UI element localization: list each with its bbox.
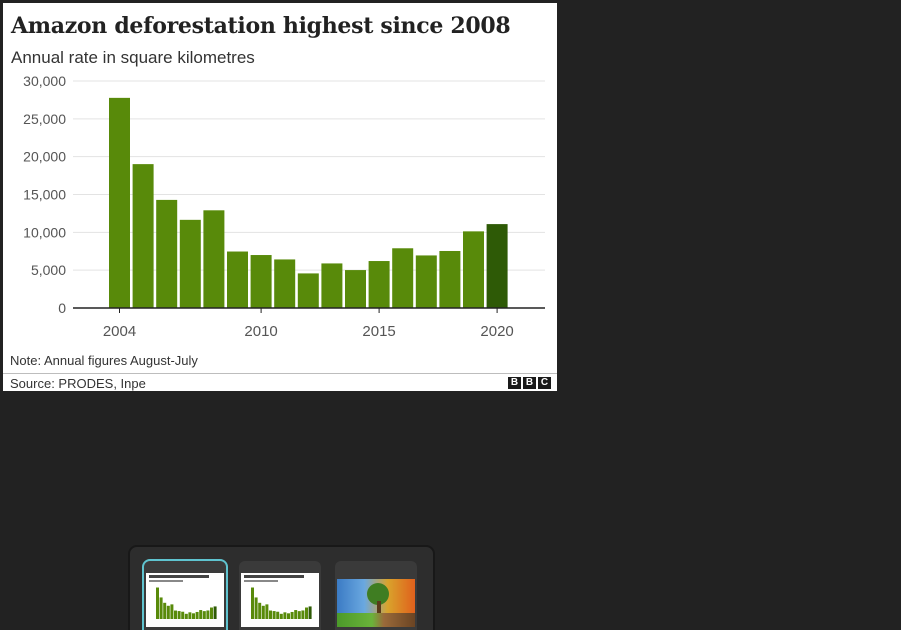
x-tick-label: 2015 bbox=[362, 323, 395, 340]
x-tick-label: 2010 bbox=[244, 323, 277, 340]
bar bbox=[179, 219, 201, 308]
thumbnail-bar bbox=[251, 587, 254, 619]
bar bbox=[321, 263, 343, 308]
chart-source: Source: PRODES, Inpe bbox=[10, 376, 146, 391]
thumbnail-bar bbox=[184, 613, 188, 619]
y-tick-label: 25,000 bbox=[23, 111, 66, 127]
thumbnail-bar bbox=[297, 611, 301, 619]
thumbnail-bar bbox=[254, 597, 258, 619]
thumbnail-bar bbox=[294, 610, 298, 619]
thumbnail-bar bbox=[308, 606, 312, 619]
thumbnail-bar bbox=[290, 611, 294, 619]
bar bbox=[109, 97, 130, 308]
thumbnail-bar bbox=[265, 604, 269, 619]
y-tick-label: 15,000 bbox=[23, 187, 66, 203]
thumbnail-chart-2[interactable] bbox=[239, 561, 321, 630]
bar-chart: 0 5,000 10,000 15,000 20,000 25,000 30,000 2004… bbox=[23, 73, 545, 340]
thumbnail-bar bbox=[156, 587, 159, 619]
bar bbox=[203, 210, 225, 308]
source-divider bbox=[3, 373, 557, 374]
thumbnail-bar bbox=[202, 611, 206, 619]
bar bbox=[250, 255, 272, 308]
bar bbox=[415, 255, 437, 308]
thumbnail-bar bbox=[181, 611, 185, 619]
thumbnail-bar bbox=[188, 612, 192, 619]
thumbnail-bar bbox=[163, 602, 167, 619]
thumbnail-preview bbox=[146, 573, 224, 627]
thumbnail-bar bbox=[261, 605, 265, 619]
thumbnail-bar bbox=[199, 610, 203, 619]
thumbnail-bar bbox=[258, 602, 262, 619]
chart-note: Note: Annual figures August-July bbox=[10, 353, 198, 368]
thumbnail-bar bbox=[272, 611, 276, 619]
thumbnail-bar bbox=[305, 607, 308, 619]
bar bbox=[486, 224, 508, 308]
thumbnail-bar bbox=[177, 611, 181, 619]
y-tick-label: 10,000 bbox=[23, 224, 66, 240]
y-tick-label: 20,000 bbox=[23, 149, 66, 165]
thumbnail-bar bbox=[276, 611, 280, 619]
y-tick-label: 0 bbox=[58, 300, 66, 316]
x-tick-label: 2020 bbox=[480, 323, 513, 340]
thumbnail-bar bbox=[159, 597, 163, 619]
thumbnail-bar bbox=[195, 611, 199, 619]
thumbnail-bar bbox=[213, 606, 217, 619]
thumbnail-bar bbox=[174, 610, 177, 619]
thumbnail-bar bbox=[279, 613, 283, 619]
bar bbox=[132, 164, 154, 308]
chart-title: Amazon deforestation highest since 2008 bbox=[11, 13, 511, 39]
thumbnail-bar bbox=[287, 613, 290, 619]
thumbnail-bar bbox=[166, 605, 170, 619]
thumbnail-bar bbox=[210, 607, 213, 619]
thumbnail-bar bbox=[301, 610, 305, 619]
bar bbox=[368, 261, 390, 308]
tree-photo-thumbnail bbox=[337, 579, 415, 627]
bar bbox=[463, 231, 484, 308]
thumbnail-chart-1[interactable] bbox=[144, 561, 226, 630]
thumbnail-bar bbox=[269, 610, 272, 619]
logo-letter-b2: B bbox=[523, 377, 536, 389]
thumbnail-strip bbox=[128, 545, 435, 630]
bar bbox=[439, 250, 461, 308]
chart-subtitle: Annual rate in square kilometres bbox=[11, 48, 255, 67]
thumbnail-bar bbox=[192, 613, 195, 619]
thumbnail-bar bbox=[170, 604, 174, 619]
bar bbox=[345, 270, 366, 308]
bbc-logo: B B C bbox=[508, 377, 551, 389]
thumbnail-bar bbox=[283, 612, 287, 619]
y-tick-label: 30,000 bbox=[23, 73, 66, 89]
bar bbox=[392, 248, 414, 308]
bar bbox=[227, 251, 248, 308]
bar bbox=[156, 199, 178, 308]
thumbnail-bar bbox=[206, 610, 210, 619]
logo-letter-b1: B bbox=[508, 377, 521, 389]
x-tick-label: 2004 bbox=[103, 323, 136, 340]
thumbnail-photo[interactable] bbox=[335, 561, 417, 630]
bar bbox=[274, 259, 296, 308]
logo-letter-c: C bbox=[538, 377, 551, 389]
chart-image: Amazon deforestation highest since 2008 … bbox=[3, 3, 557, 391]
bar bbox=[297, 273, 319, 308]
y-tick-label: 5,000 bbox=[31, 262, 66, 278]
thumbnail-preview bbox=[241, 573, 319, 627]
